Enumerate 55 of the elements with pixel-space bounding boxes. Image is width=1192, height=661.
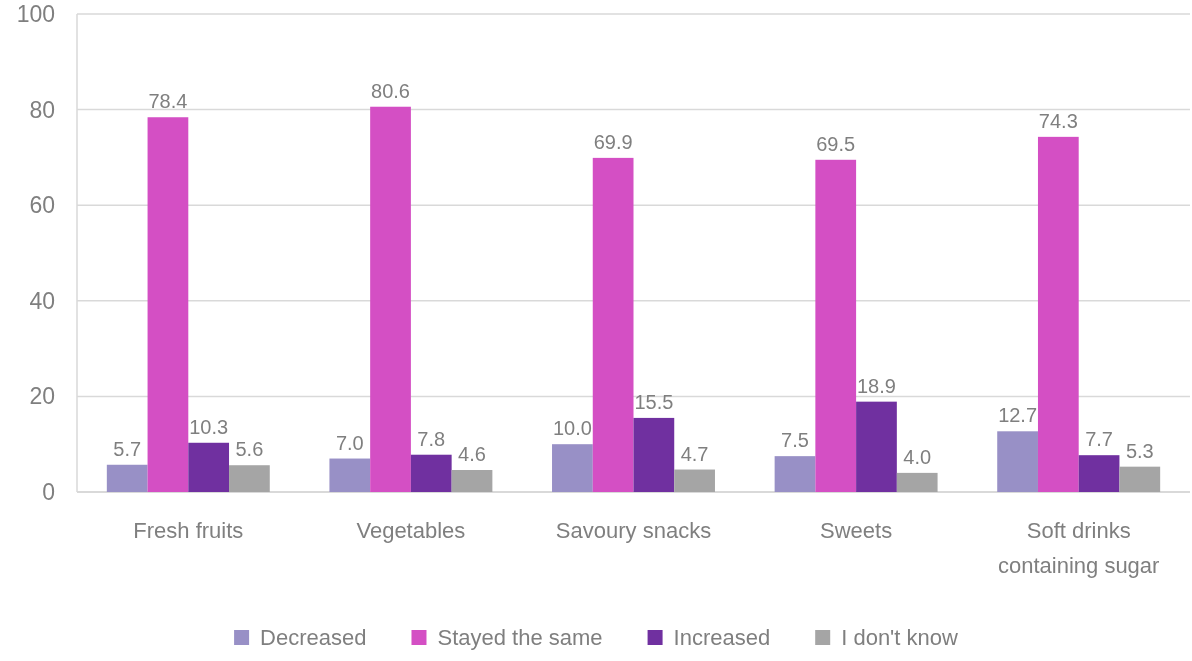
y-tick-label: 80 [29,96,55,123]
data-label: 69.9 [593,130,633,153]
data-label: 80.6 [371,79,410,102]
data-label: 15.5 [634,390,674,413]
bar [1078,455,1120,492]
bar [410,454,452,492]
bar [106,464,148,492]
y-tick-label: 100 [16,1,55,27]
bar [856,401,897,492]
legend-label: Decreased [260,625,367,650]
bar [147,117,189,492]
data-label: 4.0 [903,445,932,468]
bar [674,469,715,492]
x-tick-label: Soft drinks containing sugar [997,518,1160,578]
data-label: 10.0 [552,417,592,440]
data-label: 5.7 [113,437,142,460]
legend-label: Stayed the same [437,625,603,650]
bar [370,106,411,492]
data-label: 5.3 [1125,439,1154,462]
bar [329,458,371,492]
x-tick-label: Fresh fruits [133,518,244,543]
data-label: 74.3 [1038,109,1078,132]
data-label: 69.5 [816,132,856,155]
bar [188,442,230,492]
bar [997,431,1038,492]
bar [1037,136,1079,492]
data-label: 7.7 [1085,428,1113,451]
data-label: 12.7 [998,404,1038,427]
bar [451,470,493,492]
data-label: 10.3 [189,415,229,438]
legend-label: I don't know [841,625,959,650]
bar [592,157,634,492]
y-tick-label: 60 [29,192,55,219]
x-tick-label: Sweets [820,518,893,543]
y-tick-label: 40 [29,287,55,314]
bar [815,159,857,492]
y-tick-label: 0 [42,479,55,505]
data-label: 7.8 [417,427,446,450]
legend-label: Increased [673,625,771,650]
bar [229,465,270,492]
bar [552,444,593,492]
data-label: 4.6 [458,443,486,466]
bar [896,472,938,492]
data-label: 4.7 [680,442,709,465]
data-label: 7.0 [335,431,364,454]
x-tick-label: Savoury snacks [555,518,712,543]
data-label: 7.5 [781,429,809,452]
data-label: 78.4 [148,90,188,113]
data-label: 5.6 [235,438,264,461]
bar [1119,466,1161,492]
data-label: 18.9 [857,374,896,397]
bar [774,456,816,492]
y-tick-label: 20 [29,383,55,410]
x-tick-label: Vegetables [356,518,466,543]
bar [633,417,675,492]
